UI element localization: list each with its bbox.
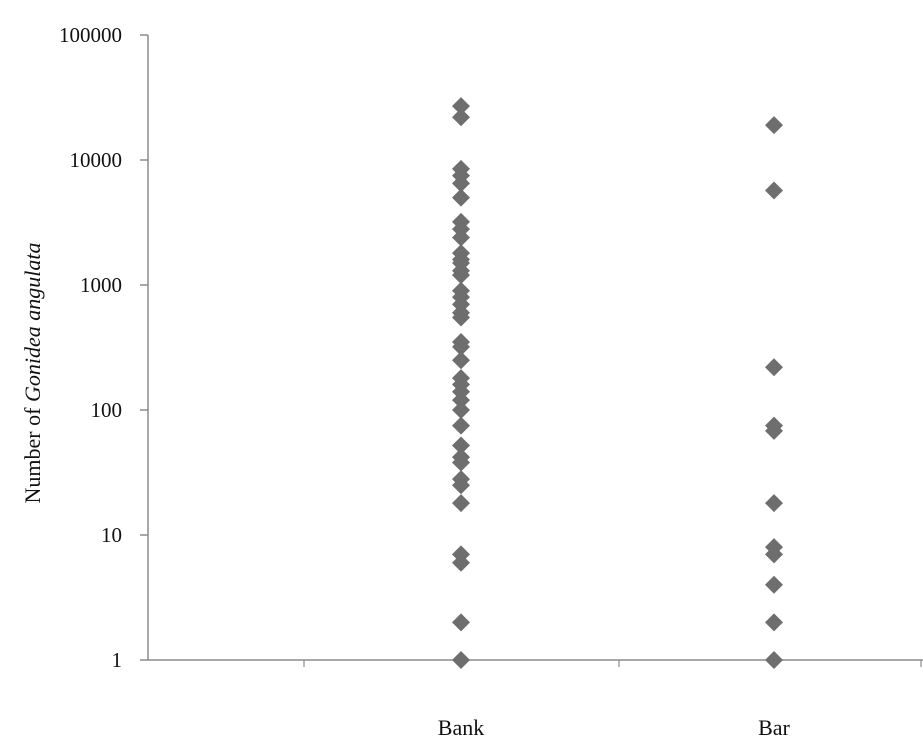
y-axis-title: Number of Gonidea angulata [20, 243, 45, 504]
data-point-bar [765, 116, 783, 135]
data-point-bank [452, 476, 470, 495]
y-axis-title-species: Gonidea angulata [20, 243, 45, 403]
y-tick-label: 100 [91, 398, 123, 422]
y-axis-title-prefix: Number of [20, 402, 45, 503]
x-category-label: Bar [758, 715, 790, 740]
data-point-bank [452, 188, 470, 207]
data-point-bar [765, 421, 783, 440]
data-point-bank [452, 228, 470, 247]
data-point-bar [765, 494, 783, 513]
data-point-bank [452, 416, 470, 435]
data-point-bar [765, 181, 783, 200]
y-tick-label: 100000 [59, 23, 122, 47]
data-point-bank [452, 651, 470, 669]
data-point-bank [452, 494, 470, 513]
y-tick-label: 1 [112, 648, 123, 672]
x-category-label: Bank [438, 715, 484, 740]
data-point-bank [452, 391, 470, 410]
data-point-bank [452, 453, 470, 472]
data-point-bank [452, 174, 470, 193]
data-point-bank [452, 613, 470, 632]
data-point-bar [765, 575, 783, 594]
data-point-bank [452, 266, 470, 285]
y-tick-label: 10000 [70, 148, 123, 172]
data-point-bank [452, 351, 470, 370]
data-point-bank [452, 553, 470, 572]
y-tick-label: 10 [101, 523, 122, 547]
data-point-bar [765, 358, 783, 377]
data-point-bank [452, 308, 470, 327]
data-point-bank [452, 337, 470, 356]
data-point-bar [765, 651, 783, 669]
data-point-bank [452, 108, 470, 127]
data-point-bank [452, 436, 470, 455]
data-point-bank [452, 401, 470, 419]
data-point-bar [765, 545, 783, 564]
data-point-bar [765, 613, 783, 632]
data-point-bank [452, 97, 470, 116]
y-tick-label: 1000 [80, 273, 122, 297]
